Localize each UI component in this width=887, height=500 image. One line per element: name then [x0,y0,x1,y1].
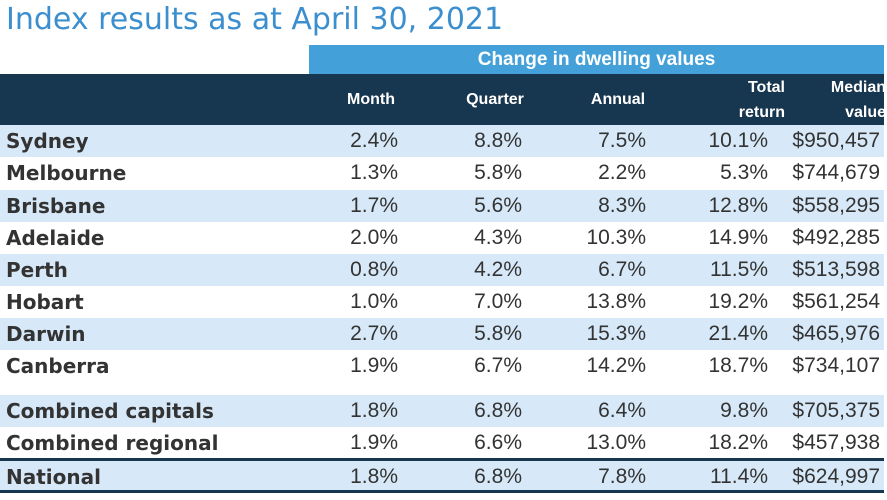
total-return-value: 9.8% [720,399,768,422]
table-row: Sydney 2.4% 8.8% 7.5% 10.1% $950,457 [0,125,884,157]
region-name: Canberra [6,354,110,378]
quarter-value: 6.7% [474,354,522,377]
table-row: Combined regional 1.9% 6.6% 13.0% 18.2% … [0,427,884,459]
region-name: Combined capitals [6,399,214,423]
month-value: 1.9% [350,431,398,454]
month-value: 1.0% [350,290,398,313]
column-header-median-value-line1: Median [830,78,886,96]
quarter-value: 5.8% [474,322,522,345]
annual-value: 7.8% [598,465,646,488]
median-value: $734,107 [792,354,880,377]
table-row: Adelaide 2.0% 4.3% 10.3% 14.9% $492,285 [0,222,884,254]
median-value: $457,938 [792,431,880,454]
column-header-annual: Annual [590,91,646,108]
month-value: 1.9% [350,354,398,377]
quarter-value: 4.3% [474,226,522,249]
table-row: Darwin 2.7% 5.8% 15.3% 21.4% $465,976 [0,318,884,350]
region-name: Darwin [6,322,86,346]
month-value: 1.3% [350,161,398,184]
region-name: Perth [6,258,68,282]
month-value: 0.8% [350,258,398,281]
quarter-value: 6.6% [474,431,522,454]
annual-value: 6.4% [598,399,646,422]
annual-value: 2.2% [598,161,646,184]
total-return-value: 21.4% [708,322,768,345]
total-return-value: 18.2% [708,431,768,454]
region-name: Sydney [6,129,89,153]
national-top-rule [0,458,884,461]
table-row: Canberra 1.9% 6.7% 14.2% 18.7% $734,107 [0,350,884,382]
region-name: Adelaide [6,226,105,250]
quarter-value: 6.8% [474,465,522,488]
month-value: 1.8% [350,465,398,488]
annual-value: 7.5% [598,129,646,152]
quarter-value: 7.0% [474,290,522,313]
month-value: 2.0% [350,226,398,249]
median-value: $744,679 [792,161,880,184]
table-row: Melbourne 1.3% 5.8% 2.2% 5.3% $744,679 [0,157,884,189]
month-value: 1.7% [350,194,398,217]
total-return-value: 11.4% [710,465,768,488]
annual-value: 13.8% [586,290,646,313]
table-row: Brisbane 1.7% 5.6% 8.3% 12.8% $558,295 [0,190,884,222]
total-return-value: 12.8% [708,194,768,217]
total-return-value: 11.5% [710,258,768,281]
table-row-national: National 1.8% 6.8% 7.8% 11.4% $624,997 [0,461,884,493]
month-value: 2.4% [350,129,398,152]
total-return-value: 14.9% [708,226,768,249]
quarter-value: 5.8% [474,161,522,184]
region-name: Brisbane [6,194,106,218]
quarter-value: 8.8% [474,129,522,152]
median-value: $513,598 [792,258,880,281]
page-title: Index results as at April 30, 2021 [6,2,504,37]
quarter-value: 5.6% [474,194,522,217]
month-value: 1.8% [350,399,398,422]
quarter-value: 4.2% [474,258,522,281]
total-return-value: 5.3% [720,161,768,184]
median-value: $950,457 [792,129,880,152]
region-name: National [6,465,101,489]
annual-value: 15.3% [586,322,646,345]
column-header-median-value: Median value [776,74,886,126]
median-value: $492,285 [792,226,880,249]
national-bottom-rule [0,490,884,493]
region-name: Hobart [6,290,84,314]
median-value: $624,997 [792,465,880,488]
annual-value: 14.2% [586,354,646,377]
table-header: Month Quarter Annual Total return Median… [0,74,886,126]
table-row: Perth 0.8% 4.2% 6.7% 11.5% $513,598 [0,254,884,286]
column-header-quarter: Quarter [466,91,524,108]
total-return-value: 10.1% [708,129,768,152]
total-return-value: 18.7% [708,354,768,377]
median-value: $558,295 [792,194,880,217]
column-header-median-value-line2: value [845,103,886,121]
median-value: $705,375 [792,399,880,422]
annual-value: 10.3% [586,226,646,249]
column-header-month: Month [347,91,395,108]
median-value: $561,254 [792,290,880,313]
median-value: $465,976 [792,322,880,345]
quarter-value: 6.8% [474,399,522,422]
table-row: Hobart 1.0% 7.0% 13.8% 19.2% $561,254 [0,286,884,318]
annual-value: 8.3% [598,194,646,217]
table-row: Combined capitals 1.8% 6.8% 6.4% 9.8% $7… [0,395,884,427]
region-name: Melbourne [6,161,127,185]
total-return-value: 19.2% [708,290,768,313]
column-header-total-return-line1: Total [747,78,785,96]
column-header-total-return-line2: return [738,103,785,121]
month-value: 2.7% [350,322,398,345]
annual-value: 13.0% [586,431,646,454]
region-name: Combined regional [6,431,219,455]
column-header-total-return: Total return [675,74,785,126]
annual-value: 6.7% [598,258,646,281]
group-header: Change in dwelling values [309,45,884,74]
